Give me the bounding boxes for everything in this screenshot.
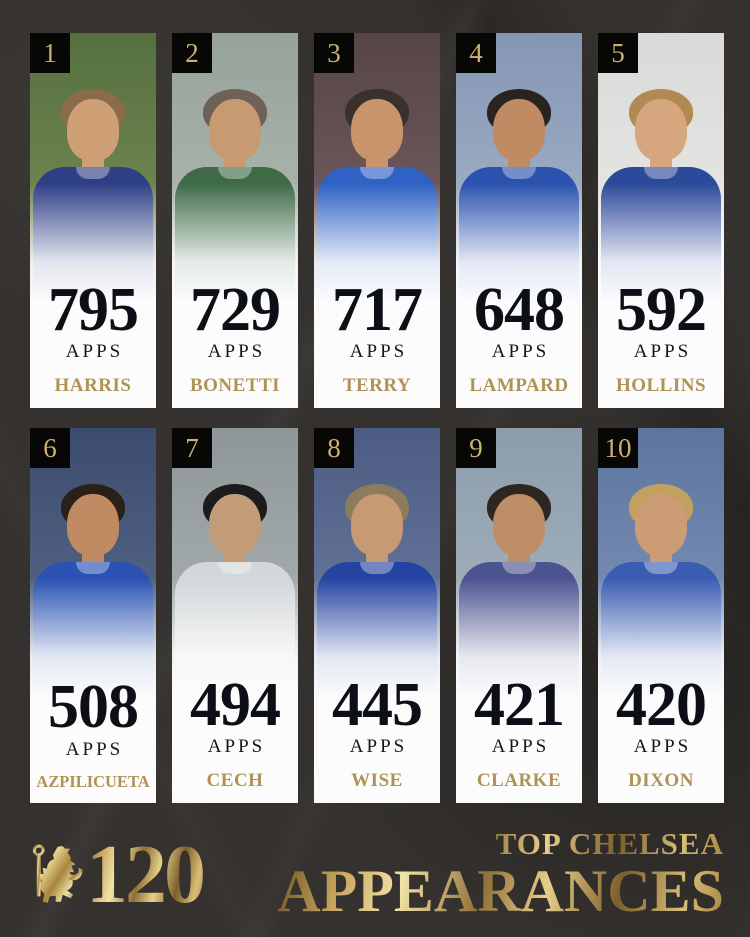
player-name: BONETTI — [189, 375, 281, 396]
apps-label: APPS — [633, 736, 692, 757]
poster-title: TOP CHELSEA APPEARANCES — [277, 828, 724, 921]
player-photo — [598, 33, 724, 408]
rank-badge: 10 — [598, 428, 638, 468]
apps-label: APPS — [491, 736, 550, 757]
rank-badge: 3 — [314, 33, 354, 73]
rank-number: 6 — [43, 432, 57, 463]
player-name: CECH — [206, 770, 264, 791]
player-photo — [314, 33, 440, 408]
player-stats: 508 APPS AZPILICUETA — [30, 673, 156, 791]
player-photo — [314, 428, 440, 803]
rank-number: 1 — [43, 37, 57, 68]
player-name: HARRIS — [54, 375, 132, 396]
player-card-10: 10 420 APPS DIXON — [598, 428, 724, 803]
rank-number: 8 — [327, 432, 341, 463]
apps-label: APPS — [65, 738, 124, 760]
apps-label: APPS — [207, 736, 266, 757]
player-card-2: 2 729 APPS BONETTI — [172, 33, 298, 408]
photo-fade — [314, 33, 440, 408]
rank-badge: 7 — [172, 428, 212, 468]
apps-label: APPS — [207, 341, 266, 362]
player-name: DIXON — [628, 770, 694, 791]
apps-count: 421 — [474, 670, 565, 739]
player-stats: 420 APPS DIXON — [598, 670, 724, 791]
apps-count: 420 — [616, 670, 707, 739]
photo-fade — [314, 428, 440, 803]
player-photo — [30, 428, 156, 803]
rank-number: 4 — [469, 37, 483, 68]
player-card-6: 6 508 APPS AZPILICUETA — [30, 428, 156, 803]
logo-number: 120 — [86, 827, 206, 921]
title-line-1: TOP CHELSEA — [277, 828, 724, 859]
player-photo — [172, 33, 298, 408]
player-name: CLARKE — [476, 770, 562, 791]
apps-count: 494 — [190, 670, 281, 739]
chelsea-lion-icon — [32, 844, 83, 903]
club-anniversary-logo: 120 — [30, 827, 206, 921]
rank-badge: 8 — [314, 428, 354, 468]
player-stats: 421 APPS CLARKE — [456, 670, 582, 791]
player-stats: 445 APPS WISE — [314, 670, 440, 791]
rank-number: 3 — [327, 37, 341, 68]
player-stats: 592 APPS HOLLINS — [598, 275, 724, 396]
rank-number: 10 — [604, 432, 632, 463]
player-name: LAMPARD — [469, 375, 569, 396]
player-photo — [172, 428, 298, 803]
player-card-7: 7 494 APPS CECH — [172, 428, 298, 803]
player-photo — [30, 33, 156, 408]
photo-fade — [456, 33, 582, 408]
apps-label: APPS — [491, 341, 550, 362]
footer: 120 TOP CHELSEA APPEARANCES — [30, 812, 724, 937]
player-stats: 648 APPS LAMPARD — [456, 275, 582, 396]
apps-label: APPS — [349, 341, 408, 362]
photo-fade — [456, 428, 582, 803]
player-stats: 795 APPS HARRIS — [30, 275, 156, 396]
apps-count: 508 — [48, 673, 139, 742]
player-stats: 729 APPS BONETTI — [172, 275, 298, 396]
rank-badge: 6 — [30, 428, 70, 468]
photo-fade — [172, 428, 298, 803]
rank-badge: 4 — [456, 33, 496, 73]
apps-label: APPS — [65, 341, 124, 362]
photo-fade — [598, 33, 724, 408]
apps-label: APPS — [349, 736, 408, 757]
player-photo — [456, 428, 582, 803]
player-card-9: 9 421 APPS CLARKE — [456, 428, 582, 803]
player-name: AZPILICUETA — [36, 771, 150, 791]
player-name: HOLLINS — [615, 375, 707, 396]
player-card-4: 4 648 APPS LAMPARD — [456, 33, 582, 408]
rank-number: 7 — [185, 432, 199, 463]
rank-number: 2 — [185, 37, 199, 68]
player-card-8: 8 445 APPS WISE — [314, 428, 440, 803]
player-stats: 494 APPS CECH — [172, 670, 298, 791]
apps-count: 445 — [332, 670, 423, 739]
rank-badge: 5 — [598, 33, 638, 73]
title-line-2: APPEARANCES — [277, 858, 724, 925]
player-card-1: 1 795 APPS HARRIS — [30, 33, 156, 408]
rank-badge: 2 — [172, 33, 212, 73]
photo-fade — [598, 428, 724, 803]
apps-count: 717 — [332, 275, 423, 344]
player-name: WISE — [351, 770, 403, 791]
rank-number: 5 — [611, 37, 625, 68]
photo-fade — [30, 33, 156, 408]
apps-count: 795 — [48, 275, 139, 344]
player-stats: 717 APPS TERRY — [314, 275, 440, 396]
apps-count: 592 — [616, 275, 707, 344]
player-name: TERRY — [342, 375, 412, 396]
rank-badge: 9 — [456, 428, 496, 468]
apps-label: APPS — [633, 341, 692, 362]
photo-fade — [172, 33, 298, 408]
player-card-3: 3 717 APPS TERRY — [314, 33, 440, 408]
rank-number: 9 — [469, 432, 483, 463]
player-card-grid: 1 795 APPS HARRIS 2 729 APPS BONETTI — [30, 33, 724, 803]
player-photo — [598, 428, 724, 803]
rank-badge: 1 — [30, 33, 70, 73]
photo-fade — [30, 428, 156, 803]
player-photo — [456, 33, 582, 408]
player-card-5: 5 592 APPS HOLLINS — [598, 33, 724, 408]
apps-count: 729 — [190, 275, 281, 344]
apps-count: 648 — [474, 275, 565, 344]
